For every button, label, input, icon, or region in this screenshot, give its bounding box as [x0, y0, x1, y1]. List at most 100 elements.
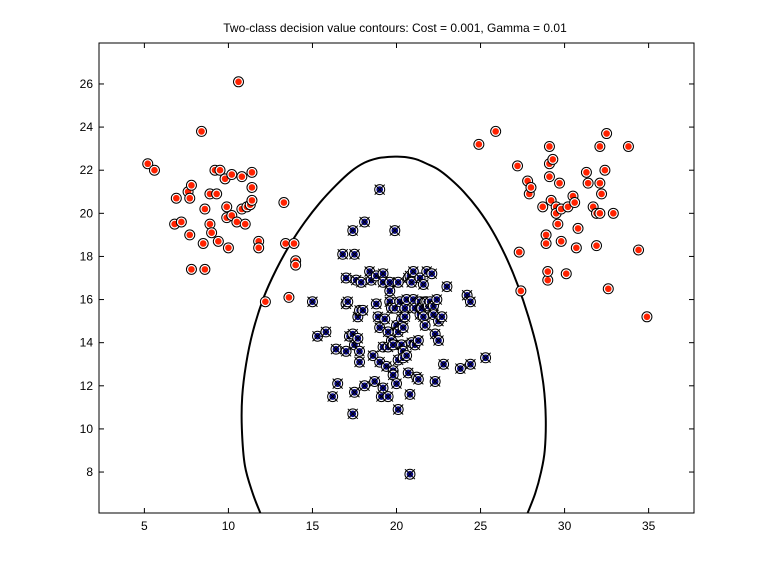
- point-class-b-x: [399, 302, 411, 314]
- point-class-a: [517, 287, 525, 295]
- point-class-a: [186, 231, 194, 239]
- point-class-b-x: [436, 311, 448, 323]
- point-class-a: [596, 143, 604, 150]
- point-class-b-x: [480, 352, 491, 364]
- point-class-b-x: [307, 296, 318, 308]
- point-class-a: [574, 225, 582, 232]
- point-class-b-x: [370, 298, 382, 310]
- point-class-a: [527, 184, 535, 191]
- plot-area: 5 10 15 20 25 30 35 8 10 12 14 16 18 20 22 24 26: [80, 42, 695, 533]
- point-class-b-x: [379, 313, 391, 325]
- x-tick-label: 30: [558, 519, 572, 533]
- point-class-b-x: [369, 376, 381, 387]
- point-class-a: [596, 179, 604, 187]
- point-class-a: [151, 166, 158, 174]
- point-class-b-x: [426, 268, 438, 280]
- point-class-a: [601, 166, 609, 174]
- point-class-a: [173, 194, 180, 202]
- point-class-b-x: [418, 279, 429, 290]
- point-class-a: [215, 238, 222, 245]
- point-class-a: [206, 220, 214, 228]
- point-class-a: [643, 313, 651, 321]
- point-class-a: [625, 143, 632, 150]
- point-class-b-x: [330, 343, 342, 355]
- point-class-b-x: [377, 268, 389, 280]
- point-class-a: [584, 179, 592, 187]
- point-class-b-x: [342, 296, 354, 308]
- point-class-a: [539, 203, 547, 211]
- point-class-a: [514, 162, 521, 170]
- point-class-a: [564, 203, 572, 211]
- point-class-a: [546, 173, 553, 180]
- point-class-b-x: [337, 248, 349, 260]
- point-class-a: [262, 298, 269, 306]
- point-class-a: [198, 128, 205, 135]
- y-tick-label: 16: [80, 293, 94, 307]
- point-class-b-x: [465, 358, 476, 370]
- point-class-b-x: [391, 378, 402, 389]
- point-class-b-x: [433, 335, 444, 346]
- decision-contour: [240, 155, 547, 513]
- y-tick-label: 24: [80, 120, 94, 134]
- chart-title: Two-class decision value contours: Cost …: [223, 21, 567, 35]
- point-class-a: [201, 205, 209, 213]
- point-class-a: [255, 244, 262, 252]
- x-tick-label: 25: [474, 519, 488, 533]
- point-class-a: [221, 175, 229, 183]
- point-class-b-x: [327, 391, 338, 402]
- point-class-a: [593, 242, 600, 249]
- point-class-b-x: [387, 339, 399, 351]
- point-class-a: [238, 173, 246, 180]
- point-class-a: [549, 156, 557, 163]
- point-class-b-x: [359, 216, 370, 228]
- point-class-a: [144, 160, 152, 168]
- x-tick-label: 10: [222, 519, 236, 533]
- point-class-b-x: [418, 311, 429, 323]
- point-class-a: [556, 179, 563, 187]
- point-class-b-x: [377, 382, 389, 394]
- point-class-a: [248, 184, 256, 191]
- point-class-a: [547, 197, 555, 204]
- point-class-b-x: [401, 350, 412, 361]
- x-tick-label: 5: [141, 519, 148, 533]
- y-tick-label: 22: [80, 163, 94, 177]
- point-class-b-x: [404, 468, 416, 480]
- x-tick-label: 15: [306, 519, 320, 533]
- point-class-b-x: [455, 363, 466, 374]
- point-class-b-x: [320, 326, 332, 338]
- point-class-a: [562, 270, 570, 277]
- point-class-a: [475, 141, 483, 148]
- point-class-b-x: [399, 311, 411, 323]
- point-class-b-x: [349, 386, 360, 398]
- x-tick-label: 35: [642, 519, 656, 533]
- point-class-b-x: [374, 184, 386, 195]
- point-class-a: [241, 220, 249, 228]
- point-class-a: [248, 169, 256, 176]
- y-tick-label: 12: [80, 379, 94, 393]
- point-class-a: [292, 261, 299, 269]
- point-class-b-x: [404, 389, 416, 400]
- point-class-b-x: [354, 345, 365, 357]
- point-class-a: [178, 218, 185, 226]
- point-class-b-x: [412, 373, 424, 385]
- point-class-a: [199, 240, 207, 247]
- point-class-a: [596, 210, 604, 217]
- point-class-b-x: [347, 408, 359, 420]
- point-class-a: [285, 294, 293, 301]
- point-class-b-x: [419, 320, 431, 331]
- point-class-a: [213, 190, 220, 198]
- point-class-a: [216, 166, 224, 174]
- point-class-a: [635, 246, 642, 254]
- point-class-b-x: [465, 296, 476, 308]
- point-class-b-x: [384, 276, 396, 288]
- point-class-b-x: [354, 356, 365, 368]
- point-class-b-x: [392, 276, 404, 288]
- point-class-b-x: [355, 276, 367, 288]
- point-class-b-x: [384, 285, 396, 297]
- point-class-b-x: [438, 358, 449, 370]
- y-tick-label: 8: [86, 465, 93, 479]
- point-class-b-x: [352, 333, 364, 344]
- point-class-b-x: [347, 225, 359, 236]
- point-class-a: [235, 78, 242, 86]
